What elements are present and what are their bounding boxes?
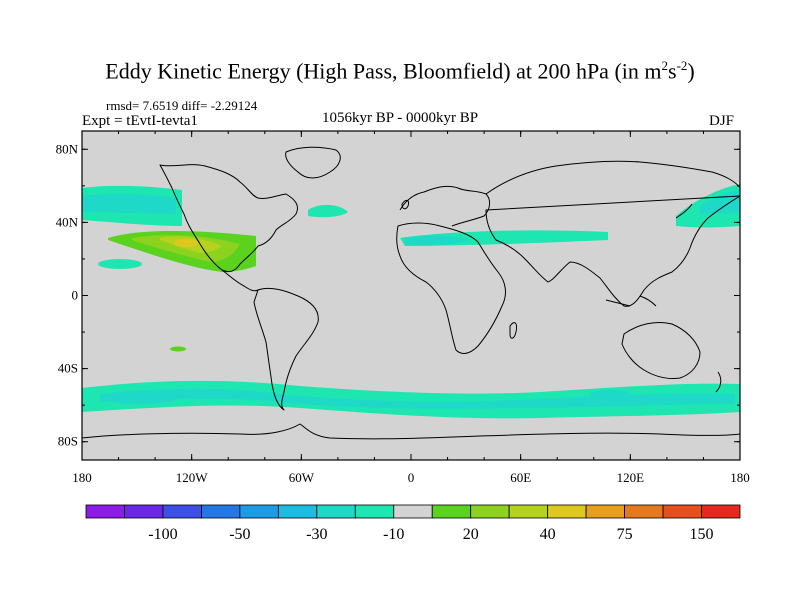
coastlines bbox=[82, 146, 740, 440]
lat-tick-label: 0 bbox=[72, 288, 79, 303]
southern-band-patch bbox=[590, 390, 630, 398]
period-label: 1056kyr BP - 0000kyr BP bbox=[322, 110, 479, 126]
east-pacific-band-inner bbox=[700, 190, 740, 214]
subtropical-jet-band-2 bbox=[405, 235, 470, 246]
colorbar-label: -30 bbox=[306, 526, 327, 543]
chart-title: Eddy Kinetic Energy (High Pass, Bloomfie… bbox=[105, 58, 695, 84]
colorbar-swatch bbox=[547, 504, 587, 519]
colorbar-swatch bbox=[162, 504, 202, 519]
small-patch-positive bbox=[170, 346, 186, 352]
colorbar-swatch bbox=[85, 504, 125, 519]
colorbar-swatch bbox=[393, 504, 433, 519]
season-label: DJF bbox=[709, 113, 735, 129]
coastline-north-america bbox=[159, 164, 299, 273]
colorbar-label: -100 bbox=[148, 526, 177, 543]
anomaly-field bbox=[82, 146, 740, 440]
colorbar-swatch bbox=[201, 504, 241, 519]
colorbar-swatch bbox=[431, 504, 472, 519]
colorbar-swatch bbox=[354, 504, 395, 519]
north-atlantic-patch bbox=[308, 204, 348, 218]
coastline-japan bbox=[675, 203, 693, 219]
colorbar-swatch bbox=[624, 504, 664, 519]
colorbar-swatch bbox=[277, 504, 318, 519]
colorbar-label: 150 bbox=[690, 526, 714, 543]
coastline-indonesia bbox=[605, 295, 657, 307]
colorbar-swatch bbox=[585, 504, 625, 519]
lon-tick-label: 0 bbox=[408, 470, 415, 485]
coastline-antarctica bbox=[82, 423, 740, 440]
stats-text: rmsd= 7.6519 diff= -2.29124 bbox=[106, 98, 258, 113]
southern-band-inner bbox=[100, 388, 735, 409]
lat-tick-label: 80N bbox=[56, 141, 79, 156]
lon-tick-label: 60W bbox=[289, 470, 315, 485]
coastline-asia bbox=[485, 160, 740, 307]
colorbar: -100 -50 -30 -10 20 40 75 150 bbox=[85, 504, 741, 543]
southern-band-outer bbox=[82, 380, 740, 419]
colorbar-swatch bbox=[124, 504, 164, 519]
longitude-axis: 180 120W 60W 0 60E 120E 180 bbox=[72, 131, 750, 485]
colorbar-label: 40 bbox=[540, 526, 556, 543]
lon-tick-label: 120E bbox=[617, 470, 645, 485]
coastline-new-zealand bbox=[715, 371, 722, 393]
colorbar-label: -10 bbox=[383, 526, 404, 543]
small-patch-negative bbox=[98, 259, 142, 269]
colorbar-label: 75 bbox=[617, 526, 633, 543]
lat-tick-label: 40S bbox=[58, 361, 78, 376]
coastline-uk bbox=[401, 199, 409, 210]
latitude-axis: 80N 40N 0 40S 80S bbox=[56, 141, 740, 449]
coastline-central-america bbox=[221, 269, 259, 292]
lat-tick-label: 80S bbox=[58, 434, 78, 449]
colorbar-swatch bbox=[316, 504, 356, 519]
colorbar-swatch bbox=[662, 504, 702, 519]
colorbar-swatch bbox=[239, 504, 279, 519]
colorbar-label: -50 bbox=[229, 526, 250, 543]
lat-tick-label: 40N bbox=[56, 214, 79, 229]
coastline-south-america bbox=[253, 287, 319, 411]
positive-anomaly-peak bbox=[174, 239, 198, 247]
colorbar-swatch bbox=[508, 504, 549, 519]
southern-band-patch bbox=[105, 394, 175, 404]
coastline-europe bbox=[399, 185, 491, 227]
lon-tick-label: 180 bbox=[730, 470, 750, 485]
coastline-madagascar bbox=[509, 322, 517, 339]
experiment-label: Expt = tEvtI-tevta1 bbox=[82, 113, 198, 129]
colorbar-label: 20 bbox=[463, 526, 479, 543]
lon-tick-label: 120W bbox=[176, 470, 209, 485]
coastline-australia bbox=[621, 321, 701, 379]
lon-tick-label: 60E bbox=[510, 470, 531, 485]
coastline-greenland bbox=[285, 146, 341, 179]
colorbar-swatch bbox=[470, 504, 510, 519]
coastline-africa bbox=[396, 222, 506, 354]
colorbar-swatch bbox=[701, 504, 741, 519]
north-pacific-band-inner bbox=[82, 193, 176, 214]
lon-tick-label: 180 bbox=[72, 470, 92, 485]
